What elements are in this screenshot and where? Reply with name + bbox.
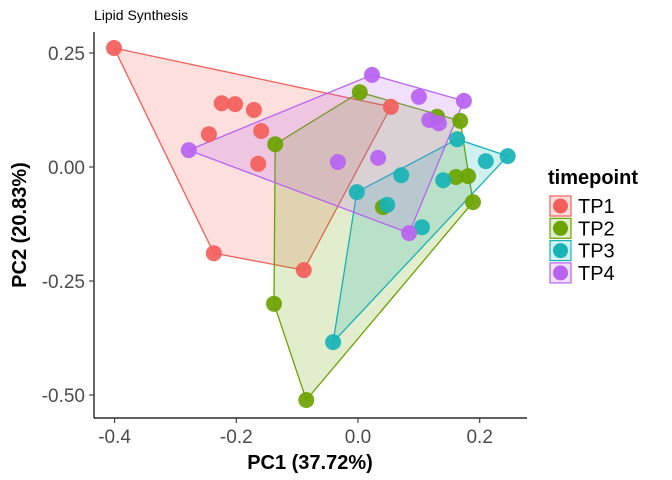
point-tp2-1 xyxy=(267,136,284,153)
legend-marker-tp1 xyxy=(553,198,568,214)
legend-title: timepoint xyxy=(548,167,638,189)
point-tp1-4 xyxy=(245,102,262,118)
legend-marker-tp4 xyxy=(553,265,568,281)
legend-label-tp4: TP4 xyxy=(578,263,615,285)
point-tp1-2 xyxy=(213,95,230,112)
hull-layer xyxy=(112,47,509,402)
point-tp1-10 xyxy=(295,262,312,279)
point-tp2-7 xyxy=(465,194,481,211)
point-tp4-3 xyxy=(455,92,472,109)
x-tick-label: -0.2 xyxy=(220,427,253,448)
point-tp2-9 xyxy=(266,295,282,312)
legend-label-tp2: TP2 xyxy=(578,218,615,240)
point-tp3-1 xyxy=(348,184,365,201)
y-tick-label: -0.50 xyxy=(42,386,85,407)
point-tp3-8 xyxy=(499,148,516,165)
point-tp3-7 xyxy=(477,153,494,170)
y-ticks: 0.25 0.00 -0.25 -0.50 xyxy=(42,44,94,407)
point-tp3-5 xyxy=(435,172,452,189)
chart-title: Lipid Synthesis xyxy=(94,7,188,23)
point-tp4-2 xyxy=(410,88,427,105)
y-tick-label: 0.00 xyxy=(48,158,85,179)
point-tp1-9 xyxy=(205,245,222,262)
x-tick-label: 0.2 xyxy=(466,427,492,448)
y-axis-title: PC2 (20.83%) xyxy=(9,162,31,288)
point-tp2-5 xyxy=(448,169,464,185)
point-tp4-7 xyxy=(329,154,346,170)
point-tp2-6 xyxy=(460,168,477,185)
point-tp3-3 xyxy=(379,196,396,213)
point-tp1-7 xyxy=(250,155,267,172)
legend-marker-tp3 xyxy=(553,243,568,259)
point-tp2-4 xyxy=(452,112,469,129)
point-tp1-5 xyxy=(200,126,217,143)
point-tp4-1 xyxy=(364,66,380,83)
point-layer xyxy=(106,40,516,408)
x-axis-title: PC1 (37.72%) xyxy=(247,452,373,474)
x-tick-label: -0.4 xyxy=(98,427,131,448)
x-ticks: -0.4 -0.2 0.0 0.2 xyxy=(98,418,493,448)
legend-label-tp3: TP3 xyxy=(578,241,615,263)
point-tp3-6 xyxy=(449,131,466,148)
point-tp2-10 xyxy=(298,392,315,408)
y-tick-label: -0.25 xyxy=(42,272,85,293)
point-tp4-6 xyxy=(180,142,197,159)
legend-label-tp1: TP1 xyxy=(578,196,615,218)
point-tp3-4 xyxy=(413,219,430,236)
point-tp1-6 xyxy=(253,123,270,139)
legend-marker-tp2 xyxy=(553,220,568,236)
point-tp4-9 xyxy=(401,225,418,242)
point-tp2-2 xyxy=(351,84,368,101)
point-tp1-1 xyxy=(106,40,122,56)
point-tp1-3 xyxy=(227,96,244,113)
point-tp1-8 xyxy=(382,98,399,115)
point-tp4-5 xyxy=(430,115,447,132)
x-tick-label: 0.0 xyxy=(345,427,371,448)
point-tp3-9 xyxy=(325,334,342,351)
point-tp3-2 xyxy=(393,167,410,184)
y-tick-label: 0.25 xyxy=(48,44,85,65)
point-tp4-8 xyxy=(370,149,387,166)
